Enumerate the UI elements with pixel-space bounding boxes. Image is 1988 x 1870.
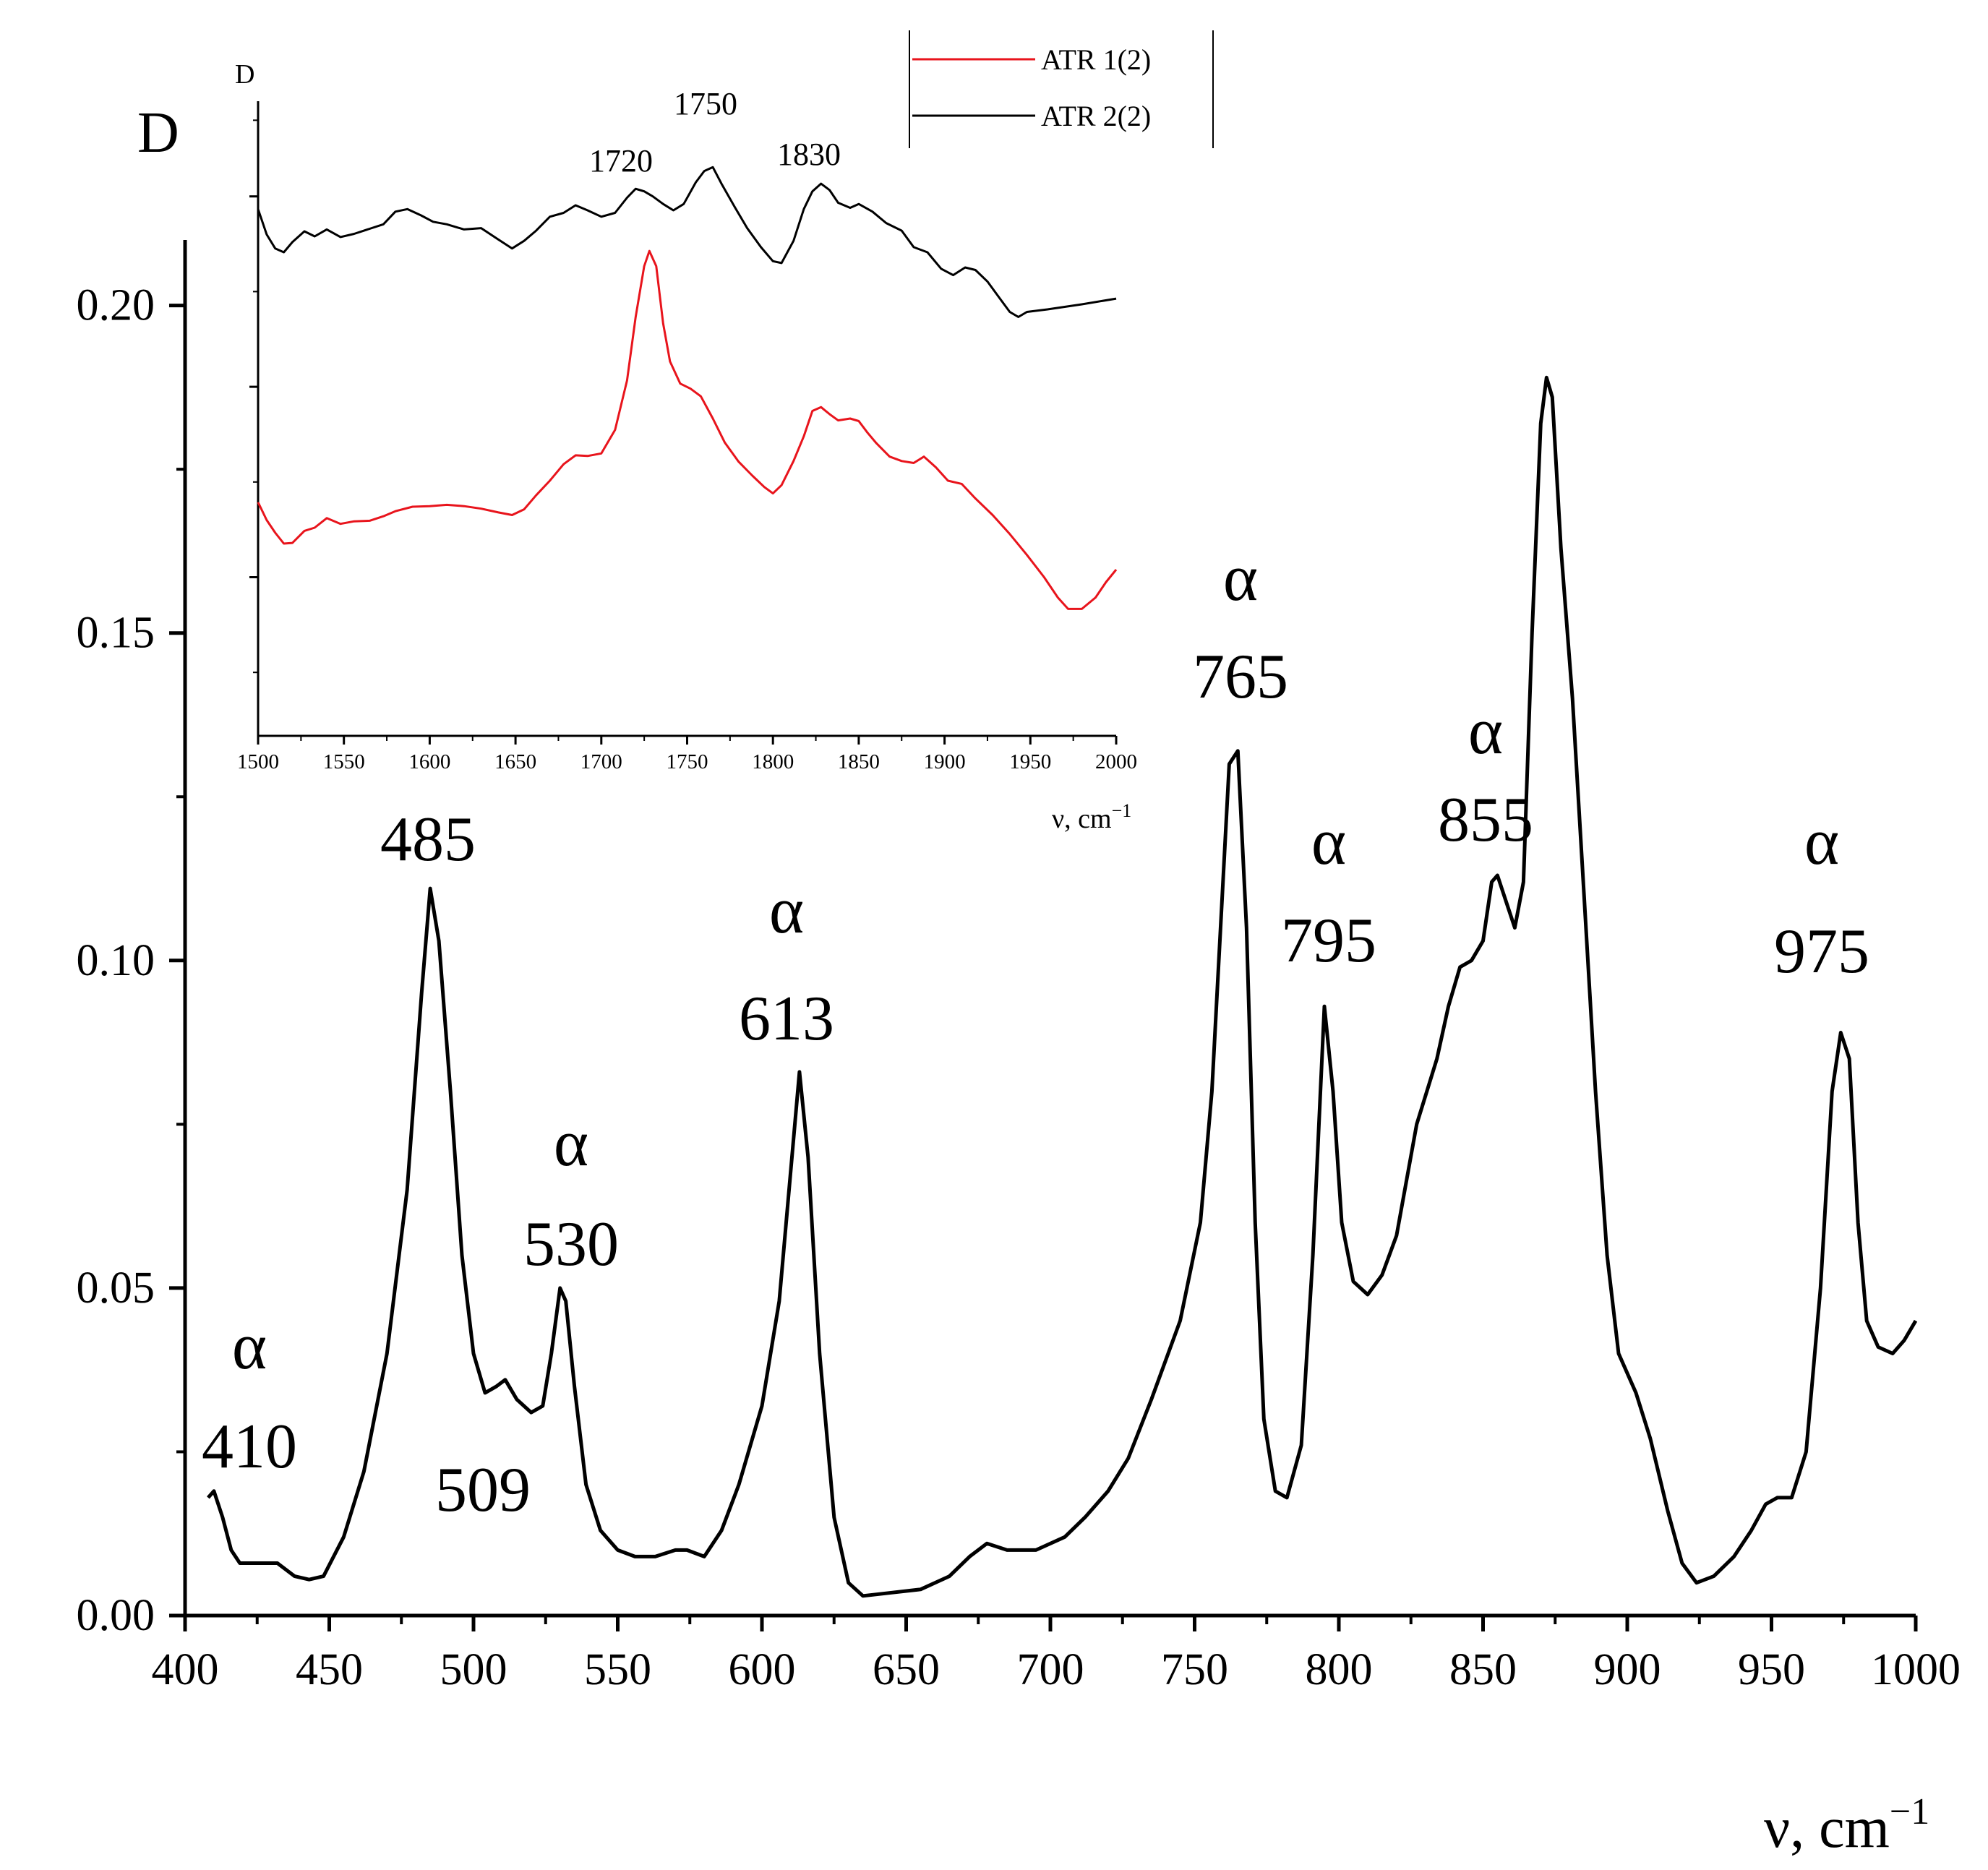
peak-label-855: 855 xyxy=(1438,785,1533,855)
main-x-tick-label-550: 550 xyxy=(584,1645,651,1694)
inset-x-tick-label-1650: 1650 xyxy=(494,750,536,773)
inset-x-tick-label-1550: 1550 xyxy=(323,750,365,773)
inset-x-tick-label-1800: 1800 xyxy=(752,750,794,773)
inset-peak-label-1750: 1750 xyxy=(674,86,737,121)
main-x-ticks: 400 450 500 550 600 650 700 750 800 850 900 950 1000 xyxy=(152,1616,1961,1694)
main-y-ticks: 0.00 0.05 0.10 0.15 0.20 xyxy=(77,281,185,1640)
peak-alpha-530: α xyxy=(554,1106,588,1180)
main-y-tick-label-2: 0.10 xyxy=(77,936,155,985)
main-x-tick-label-700: 700 xyxy=(1017,1645,1084,1694)
peak-label-485: 485 xyxy=(380,805,476,875)
inset-chart: 1500 1550 1600 1650 1700 1750 1800 1850 1900 1950… xyxy=(235,30,1214,834)
main-x-tick-label-400: 400 xyxy=(152,1645,219,1694)
inset-series-atr-1-2 xyxy=(257,249,1118,610)
peak-label-410: 410 xyxy=(202,1412,297,1482)
main-x-tick-label-800: 800 xyxy=(1306,1645,1373,1694)
main-spectrum-line xyxy=(207,375,1918,1598)
legend-label-atr-2-2: ATR 2(2) xyxy=(1041,100,1151,132)
peak-alpha-765: α xyxy=(1223,541,1258,614)
main-y-tick-label-3: 0.15 xyxy=(77,609,155,658)
main-y-tick-label-1: 0.05 xyxy=(77,1264,155,1313)
main-y-axis-label: D xyxy=(137,101,179,165)
inset-x-tick-label-1850: 1850 xyxy=(838,750,880,773)
peak-label-765: 765 xyxy=(1193,642,1288,712)
inset-peak-label-1720: 1720 xyxy=(589,143,653,179)
inset-series-atr-2-2 xyxy=(257,166,1117,318)
inset-x-tick-label-1500: 1500 xyxy=(237,750,279,773)
main-y-tick-label-0: 0.00 xyxy=(77,1591,155,1640)
inset-legend: ATR 1(2) ATR 2(2) xyxy=(909,30,1214,148)
main-x-tick-label-650: 650 xyxy=(873,1645,940,1694)
inset-x-axis-label-text: ν, cm xyxy=(1052,804,1112,834)
main-x-tick-label-600: 600 xyxy=(729,1645,796,1694)
inset-y-axis-label: D xyxy=(235,59,254,90)
peak-label-975: 975 xyxy=(1774,917,1869,987)
inset-x-axis-label-exponent: −1 xyxy=(1112,800,1132,821)
main-peak-annotations: 410 α 485 509 530 α 613 α 765 α 795 α 855 α 975 α xyxy=(202,541,1869,1525)
main-x-axis-label: ν, cm−1 xyxy=(1764,1791,1929,1860)
peak-alpha-855: α xyxy=(1468,694,1503,768)
inset-x-tick-label-1900: 1900 xyxy=(924,750,966,773)
inset-x-tick-label-1750: 1750 xyxy=(667,750,708,773)
inset-y-ticks xyxy=(249,119,258,674)
peak-label-509: 509 xyxy=(435,1455,531,1525)
main-x-tick-label-900: 900 xyxy=(1594,1645,1661,1694)
inset-x-tick-label-1600: 1600 xyxy=(408,750,450,773)
main-x-tick-label-750: 750 xyxy=(1161,1645,1228,1694)
peak-label-795: 795 xyxy=(1281,906,1376,976)
main-x-tick-label-850: 850 xyxy=(1449,1645,1517,1694)
inset-x-tick-label-1700: 1700 xyxy=(580,750,622,773)
inset-x-axis-label: ν, cm−1 xyxy=(1052,800,1131,834)
inset-x-ticks: 1500 1550 1600 1650 1700 1750 1800 1850 1900 1950… xyxy=(237,736,1137,773)
peak-alpha-410: α xyxy=(232,1309,267,1383)
main-x-tick-label-500: 500 xyxy=(440,1645,507,1694)
inset-x-tick-label-2000: 2000 xyxy=(1095,750,1137,773)
peak-alpha-613: α xyxy=(769,873,804,947)
main-x-axis-label-exponent: −1 xyxy=(1890,1791,1929,1832)
main-y-tick-label-4: 0.20 xyxy=(77,281,155,330)
main-x-tick-label-450: 450 xyxy=(296,1645,363,1694)
peak-label-613: 613 xyxy=(739,984,834,1054)
peak-alpha-975: α xyxy=(1804,805,1839,878)
inset-peak-label-1830: 1830 xyxy=(777,137,841,172)
main-x-tick-label-950: 950 xyxy=(1738,1645,1805,1694)
main-chart: 400 450 500 550 600 650 700 750 800 850 900 950 1000… xyxy=(77,101,1961,1860)
main-x-axis-label-text: ν, cm xyxy=(1764,1796,1890,1860)
legend-label-atr-1-2: ATR 1(2) xyxy=(1041,43,1151,76)
peak-label-530: 530 xyxy=(523,1209,619,1279)
inset-x-tick-label-1950: 1950 xyxy=(1009,750,1051,773)
peak-alpha-795: α xyxy=(1311,805,1346,878)
main-x-tick-label-1000: 1000 xyxy=(1871,1645,1961,1694)
